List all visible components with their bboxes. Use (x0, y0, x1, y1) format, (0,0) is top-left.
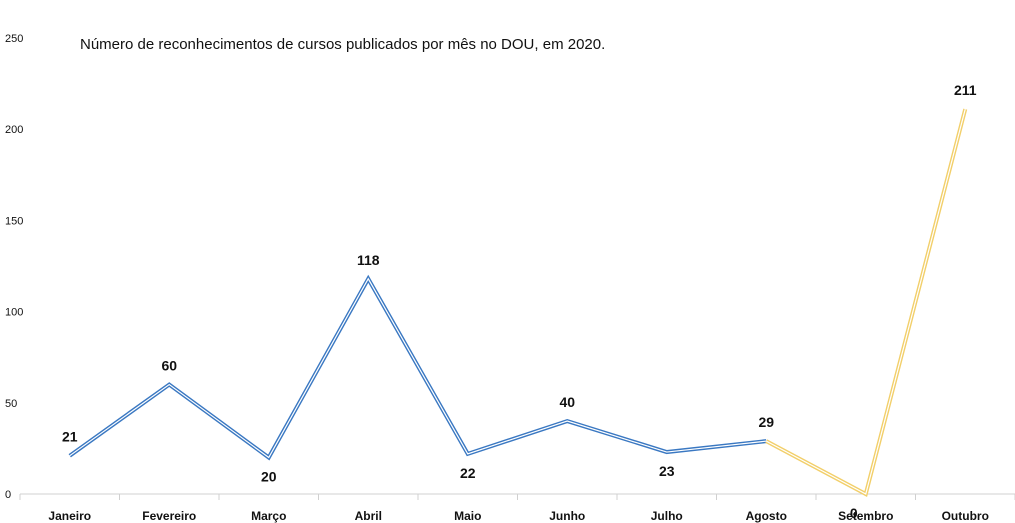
chart-title: Número de reconhecimentos de cursos publ… (80, 36, 606, 53)
series-line-outline (765, 108, 968, 497)
data-label: 60 (161, 358, 177, 374)
y-tick-label: 100 (5, 307, 23, 319)
data-label: 211 (954, 82, 977, 98)
y-tick-label: 200 (5, 124, 23, 136)
y-tick-label: 50 (5, 398, 17, 410)
x-tick-label: Agosto (746, 509, 787, 523)
data-label: 21 (62, 429, 78, 445)
x-tick-label: Janeiro (48, 509, 91, 523)
data-labels: 21 60 20 118 22 40 23 29 0 211 (62, 82, 977, 521)
data-label: 118 (357, 252, 380, 268)
x-tick-label: Julho (651, 509, 683, 523)
data-label: 22 (460, 465, 476, 481)
data-label: 0 (850, 505, 858, 521)
data-label: 20 (261, 469, 277, 485)
y-tick-label: 150 (5, 215, 23, 227)
series-lines (68, 108, 968, 497)
x-tick-label: Março (251, 509, 286, 523)
axes (19, 493, 1015, 500)
data-label: 29 (758, 414, 774, 430)
x-tick-label: Outubro (942, 509, 989, 523)
series-line-inner (765, 108, 966, 495)
x-tick-label: Fevereiro (142, 509, 196, 523)
y-tick-label: 0 (5, 489, 11, 501)
data-label: 40 (559, 394, 575, 410)
series-line-inner (69, 277, 767, 459)
x-tick-label: Junho (549, 509, 585, 523)
y-tick-label: 250 (5, 33, 23, 45)
data-label: 23 (659, 463, 675, 479)
x-axis-ticks: Janeiro Fevereiro Março Abril Maio Junho Julho… (48, 509, 989, 523)
y-axis-ticks: 0 50 100 150 200 250 (5, 33, 23, 501)
x-tick-label: Abril (355, 509, 382, 523)
x-tick-label: Setembro (838, 509, 893, 523)
x-tick-label: Maio (454, 509, 481, 523)
